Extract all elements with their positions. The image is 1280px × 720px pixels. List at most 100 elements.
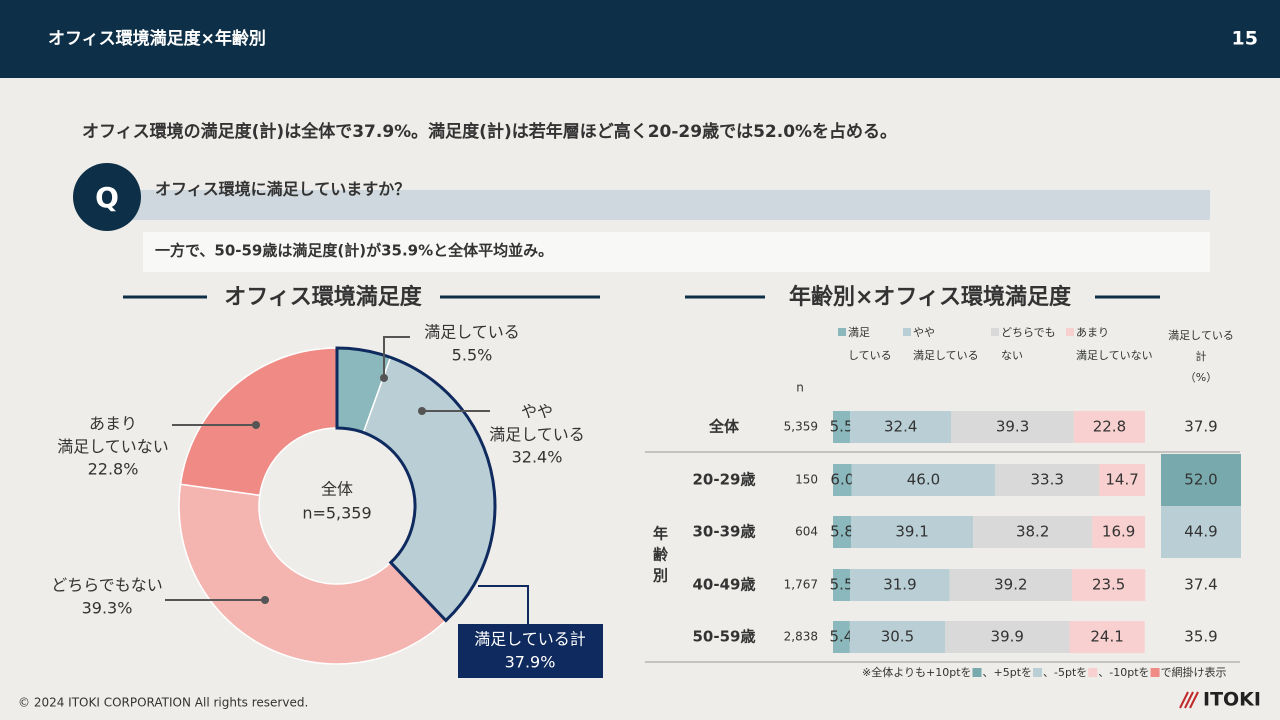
footnote-swatch bbox=[1088, 668, 1098, 677]
total-value: 44.9 bbox=[1184, 523, 1217, 541]
group-label: 年齢別 bbox=[651, 525, 669, 589]
totals-header: 満足している計（%） bbox=[1168, 329, 1234, 384]
slice-value: 39.3% bbox=[82, 599, 133, 618]
donut-slice bbox=[178, 483, 447, 665]
total-label: 満足している計 bbox=[474, 630, 586, 649]
legend-swatch bbox=[838, 328, 846, 336]
bar-label: 39.1 bbox=[895, 523, 928, 541]
n-value: 2,838 bbox=[784, 630, 818, 644]
legend-label: やや満足している bbox=[913, 326, 979, 362]
bar-segment bbox=[850, 569, 950, 601]
n-value: 1,767 bbox=[784, 578, 818, 592]
bar-segment bbox=[851, 516, 974, 548]
bar-segment bbox=[973, 516, 1093, 548]
bar-segment bbox=[951, 411, 1074, 443]
footnote-swatch bbox=[972, 668, 982, 677]
bar-label: 6.0 bbox=[830, 471, 854, 489]
q-badge bbox=[73, 163, 141, 231]
category-label: 全体 bbox=[708, 418, 740, 436]
legend-label: あまり満足していない bbox=[1076, 326, 1153, 362]
footnote-swatch bbox=[1150, 668, 1160, 677]
logo-mark bbox=[1179, 691, 1199, 709]
total-value: 37.9% bbox=[505, 653, 556, 672]
n-value: 5,359 bbox=[784, 420, 818, 434]
slice-label: あまり満足していない bbox=[57, 414, 169, 456]
logo: ITOKI bbox=[1203, 689, 1261, 711]
total-box bbox=[458, 624, 603, 678]
legend-swatch bbox=[991, 328, 999, 336]
page-number: 15 bbox=[1232, 28, 1258, 50]
bar-label: 5.5 bbox=[830, 576, 854, 594]
question-text: オフィス環境に満足していますか？ bbox=[155, 180, 410, 199]
header-bar bbox=[0, 0, 1280, 78]
n-value: 150 bbox=[795, 473, 818, 487]
category-label: 30-39歳 bbox=[693, 523, 756, 541]
leader-dot bbox=[380, 374, 388, 382]
footnote-swatch bbox=[1033, 668, 1043, 677]
slice-value: 5.5% bbox=[452, 346, 493, 365]
bar-label: 22.8 bbox=[1093, 418, 1126, 436]
bar-segment bbox=[833, 464, 852, 496]
n-value: 604 bbox=[795, 525, 818, 539]
bar-label: 5.8 bbox=[830, 523, 854, 541]
slice-label: やや満足している bbox=[489, 402, 585, 444]
total-cell bbox=[1161, 506, 1241, 558]
leader-dot bbox=[418, 407, 426, 415]
total-value: 37.9 bbox=[1184, 418, 1217, 436]
bar-segment bbox=[995, 464, 1100, 496]
bar-segment bbox=[1073, 411, 1145, 443]
footnote: ※全体よりも+10ptを bbox=[862, 665, 972, 679]
bar-label: 38.2 bbox=[1016, 523, 1049, 541]
total-outline bbox=[335, 346, 497, 623]
bar-label: 14.7 bbox=[1105, 471, 1138, 489]
bar-label: 24.1 bbox=[1090, 628, 1123, 646]
total-value: 37.4 bbox=[1184, 576, 1217, 594]
total-value: 52.0 bbox=[1184, 471, 1217, 489]
bar-segment bbox=[849, 621, 946, 653]
category-label: 50-59歳 bbox=[693, 628, 756, 646]
category-label: 40-49歳 bbox=[693, 576, 756, 594]
bar-segment bbox=[945, 621, 1070, 653]
chart-title: オフィス環境満足度 bbox=[224, 284, 423, 310]
question-bar bbox=[130, 190, 1210, 220]
legend-swatch bbox=[1066, 328, 1074, 336]
bar-label: 32.4 bbox=[884, 418, 917, 436]
bar-label: 39.2 bbox=[994, 576, 1027, 594]
bar-label: 31.9 bbox=[883, 576, 916, 594]
donut-slice bbox=[179, 347, 338, 497]
bar-label: 30.5 bbox=[881, 628, 914, 646]
q-mark: Q bbox=[95, 181, 119, 214]
bar-segment bbox=[1092, 516, 1145, 548]
bar-label: 16.9 bbox=[1102, 523, 1135, 541]
legend-label: どちらでもない bbox=[1001, 326, 1056, 362]
bar-segment bbox=[1069, 621, 1145, 653]
bar-label: 5.4 bbox=[829, 628, 853, 646]
leader-dot bbox=[261, 596, 269, 604]
bar-label: 39.3 bbox=[996, 418, 1029, 436]
n-header: n bbox=[796, 381, 804, 395]
legend-label: 満足している bbox=[848, 326, 892, 362]
total-cell bbox=[1161, 454, 1241, 506]
bar-label: 5.5 bbox=[830, 418, 854, 436]
bar-segment bbox=[833, 569, 851, 601]
bar-segment bbox=[833, 516, 852, 548]
footnote: 、-5ptを bbox=[1043, 666, 1087, 679]
bar-segment bbox=[833, 621, 850, 653]
copyright: © 2024 ITOKI CORPORATION All rights rese… bbox=[18, 696, 308, 710]
bar-segment bbox=[851, 464, 996, 496]
slice-label: どちらでもない bbox=[51, 576, 163, 595]
slice-value: 22.8% bbox=[88, 460, 139, 479]
header-title: オフィス環境満足度×年齢別 bbox=[48, 28, 266, 49]
center-label: 全体 bbox=[321, 480, 353, 499]
slice-value: 32.4% bbox=[512, 448, 563, 467]
bar-segment bbox=[850, 411, 952, 443]
bar-segment bbox=[833, 411, 851, 443]
slice-label: 満足している bbox=[424, 323, 520, 342]
bar-label: 33.3 bbox=[1030, 471, 1063, 489]
bar-label: 46.0 bbox=[907, 471, 940, 489]
leader-line bbox=[383, 336, 410, 378]
headline: オフィス環境の満足度(計)は全体で37.9%。満足度(計)は若年層ほど高く20-… bbox=[82, 121, 897, 142]
legend-swatch bbox=[903, 328, 911, 336]
bar-segment bbox=[949, 569, 1072, 601]
